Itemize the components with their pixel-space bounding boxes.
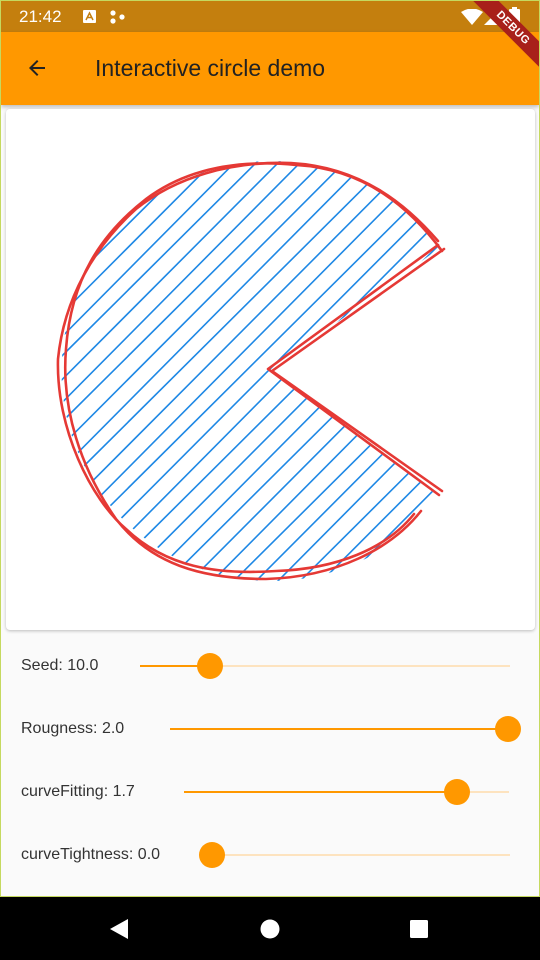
nav-recents-button[interactable] bbox=[404, 914, 434, 944]
hachure-line bbox=[61, 161, 441, 281]
hachure-line bbox=[61, 168, 441, 582]
page-title: Interactive circle demo bbox=[95, 55, 326, 81]
curve-fitting-slider-row: curveFitting: 1.7 bbox=[1, 772, 539, 812]
nav-back-button[interactable] bbox=[104, 914, 134, 944]
hachure-line bbox=[61, 161, 441, 437]
roughness-slider-row: Rougness: 2.0 bbox=[1, 709, 539, 749]
status-time: 21:42 bbox=[19, 7, 62, 26]
hachure-line bbox=[61, 189, 441, 582]
drawing-canvas[interactable] bbox=[6, 109, 535, 630]
hachure-line bbox=[61, 478, 441, 582]
seed-slider-thumb[interactable] bbox=[197, 653, 224, 679]
hachure-line bbox=[61, 161, 441, 582]
hachure-line bbox=[61, 161, 441, 526]
roughness-slider[interactable] bbox=[170, 716, 521, 742]
recents-square-icon bbox=[410, 920, 428, 938]
sync-dots-icon bbox=[110, 10, 125, 24]
app-bar: Interactive circle demo bbox=[1, 32, 539, 105]
hachure-line bbox=[61, 161, 441, 262]
hachure-line bbox=[61, 453, 441, 582]
back-button[interactable] bbox=[15, 46, 59, 90]
seed-label: Seed: 10.0 bbox=[21, 657, 99, 674]
roughness-slider-thumb[interactable] bbox=[495, 716, 521, 742]
curve-tightness-slider[interactable] bbox=[199, 842, 510, 868]
hachure-line bbox=[61, 161, 441, 569]
home-circle-icon bbox=[260, 919, 280, 939]
seed-slider-fill bbox=[140, 665, 211, 667]
hachure-line bbox=[61, 161, 441, 413]
roughness-label: Rougness: 2.0 bbox=[21, 720, 125, 737]
arrow-back-icon bbox=[29, 60, 45, 76]
curve-fitting-slider[interactable] bbox=[184, 779, 509, 805]
hachure-line bbox=[61, 280, 441, 582]
hachure-line bbox=[61, 161, 441, 582]
hachure-line bbox=[61, 161, 441, 371]
hachure-line bbox=[61, 161, 441, 503]
hachure-line bbox=[61, 387, 441, 582]
curve-fitting-slider-fill bbox=[184, 791, 457, 793]
signal-icon bbox=[484, 9, 500, 25]
nav-home-button[interactable] bbox=[255, 914, 285, 944]
hachure-line bbox=[61, 366, 441, 582]
hachure-line bbox=[61, 519, 441, 582]
hachure-line bbox=[61, 498, 441, 582]
hachure-line bbox=[61, 161, 441, 460]
text-badge-icon bbox=[83, 10, 96, 23]
curve-tightness-slider-row: curveTightness: 0.0 bbox=[1, 835, 539, 875]
hachure-line bbox=[61, 161, 441, 328]
status-bar: 21:42 bbox=[1, 1, 539, 32]
hachure-line bbox=[61, 234, 441, 582]
curve-fitting-slider-thumb[interactable] bbox=[444, 779, 470, 805]
curve-tightness-label: curveTightness: 0.0 bbox=[21, 846, 161, 863]
roughness-slider-fill bbox=[170, 728, 508, 730]
curve-fitting-label: curveFitting: 1.7 bbox=[21, 783, 135, 800]
hachure-line bbox=[61, 161, 441, 582]
hachure-line bbox=[61, 161, 441, 479]
pie-outline bbox=[56, 161, 446, 581]
wifi-icon bbox=[461, 9, 483, 25]
hachure-line bbox=[61, 161, 441, 347]
hachure-line bbox=[61, 214, 441, 582]
app-frame: 21:42 Interactive circle demo DEBUG bbox=[1, 1, 539, 896]
battery-icon bbox=[509, 7, 520, 26]
sketch-pacman-drawing bbox=[56, 161, 446, 582]
hachure-line bbox=[61, 161, 441, 582]
seed-slider[interactable] bbox=[140, 653, 510, 679]
hachure-line bbox=[61, 255, 441, 582]
hachure-line bbox=[61, 300, 441, 582]
curve-tightness-slider-thumb[interactable] bbox=[199, 842, 225, 868]
back-triangle-icon bbox=[110, 919, 128, 939]
hachure-line bbox=[61, 161, 441, 394]
system-nav-bar bbox=[0, 897, 540, 960]
seed-slider-row: Seed: 10.0 bbox=[1, 646, 539, 686]
